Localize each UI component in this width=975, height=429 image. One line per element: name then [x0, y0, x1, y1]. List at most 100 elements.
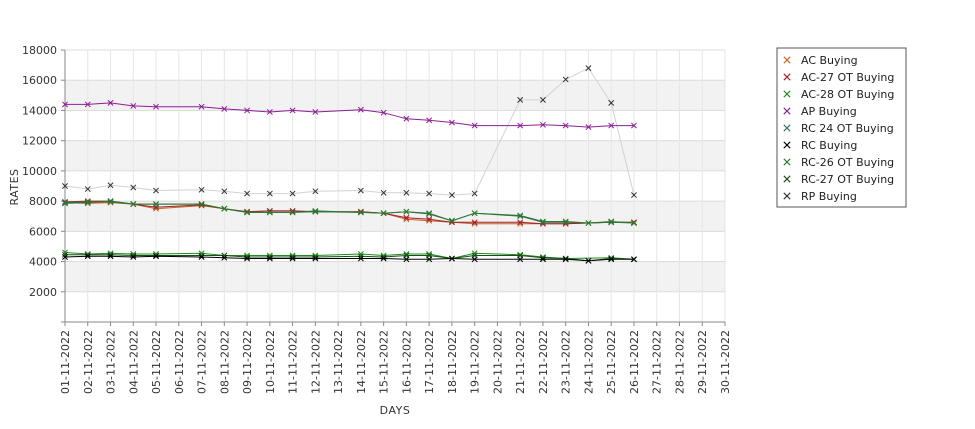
data-point	[380, 109, 387, 116]
data-point	[244, 190, 251, 197]
x-tick-label: 14-11-2022	[355, 330, 368, 394]
series-line	[64, 252, 635, 260]
legend-label: RC-26 OT Buying	[801, 156, 894, 169]
data-point	[221, 188, 228, 195]
data-point	[130, 184, 137, 191]
data-point	[562, 122, 569, 129]
data-point	[403, 208, 410, 215]
x-tick-label: 26-11-2022	[628, 330, 641, 394]
legend-label: AP Buying	[801, 105, 857, 118]
data-point	[62, 101, 68, 108]
data-point	[539, 121, 546, 128]
data-point	[357, 255, 364, 262]
y-tick-label: 14000	[22, 104, 57, 117]
data-point	[448, 119, 455, 126]
x-tick-label: 10-11-2022	[264, 330, 277, 394]
data-point	[517, 213, 524, 220]
data-point	[448, 255, 455, 262]
data-point	[562, 76, 569, 83]
legend-marker	[783, 158, 791, 166]
data-point	[631, 220, 637, 226]
data-point	[471, 219, 478, 226]
x-tick-label: 30-11-2022	[719, 330, 732, 394]
y-tick-label: 6000	[29, 225, 57, 238]
data-point	[198, 201, 205, 208]
data-point	[266, 109, 273, 115]
data-point	[608, 218, 615, 225]
grid-band	[65, 261, 725, 292]
data-point	[130, 102, 137, 109]
data-point	[608, 255, 615, 262]
x-tick-label: 06-11-2022	[173, 330, 186, 394]
data-point	[585, 65, 592, 72]
series-rc-buying	[62, 253, 637, 264]
data-point	[266, 255, 273, 262]
data-point	[471, 190, 478, 197]
tick-labels: 2000 4000 6000 8000 10000 12000 14000 16000 1800…	[22, 44, 732, 394]
data-point	[289, 107, 296, 114]
data-point	[84, 253, 91, 260]
legend-marker	[783, 56, 791, 64]
plot-background-bands	[65, 80, 725, 292]
data-point	[403, 115, 410, 122]
data-point	[289, 255, 296, 262]
y-tick-label: 2000	[29, 286, 57, 299]
data-point	[153, 252, 159, 259]
data-point	[403, 189, 410, 196]
data-point	[426, 216, 433, 223]
x-tick-label: 13-11-2022	[332, 330, 345, 394]
data-point	[244, 255, 251, 262]
data-point	[153, 253, 159, 260]
x-tick-label: 18-11-2022	[446, 330, 459, 394]
data-point	[62, 249, 68, 256]
legend-label: AC-27 OT Buying	[801, 71, 894, 84]
x-tick-label: 05-11-2022	[150, 330, 163, 394]
data-point	[426, 117, 433, 124]
data-point	[312, 188, 319, 195]
data-point	[585, 124, 592, 131]
x-tick-label: 19-11-2022	[469, 330, 482, 394]
data-point	[221, 105, 228, 112]
data-point	[107, 198, 114, 205]
legend-label: RC-27 OT Buying	[801, 173, 894, 186]
data-point	[380, 255, 387, 262]
data-point	[380, 210, 387, 217]
legend-label: RC Buying	[801, 139, 857, 152]
y-tick-label: 18000	[22, 44, 57, 57]
legend-marker	[783, 192, 791, 200]
data-point	[312, 207, 319, 214]
data-point	[631, 219, 637, 226]
data-point	[357, 187, 364, 194]
data-point	[244, 107, 251, 114]
y-tick-label: 16000	[22, 74, 57, 87]
x-tick-label: 23-11-2022	[560, 330, 573, 394]
data-point	[539, 218, 546, 225]
data-point	[608, 219, 615, 226]
legend-label: RP Buying	[801, 190, 857, 203]
data-point	[62, 183, 68, 189]
data-point	[130, 201, 137, 208]
series-ap-buying	[62, 99, 637, 131]
data-point	[357, 208, 364, 215]
data-point	[562, 218, 569, 225]
x-tick-label: 03-11-2022	[105, 330, 118, 394]
x-tick-label: 25-11-2022	[605, 330, 618, 394]
data-point	[426, 211, 433, 217]
x-tick-label: 15-11-2022	[378, 330, 391, 394]
data-point	[244, 208, 251, 215]
data-point	[380, 189, 387, 196]
legend-marker	[783, 90, 791, 98]
data-point	[608, 99, 615, 106]
data-point	[107, 99, 114, 106]
x-axis-title: DAYS	[380, 404, 411, 417]
data-point	[608, 256, 615, 263]
series-rc-26-ot-buying	[62, 198, 637, 226]
data-point	[266, 209, 273, 216]
data-point	[153, 187, 159, 194]
data-point	[153, 103, 159, 110]
data-point	[84, 251, 91, 257]
series-line	[65, 254, 635, 262]
series-rp-buying	[62, 65, 637, 199]
x-tick-label: 07-11-2022	[196, 330, 209, 394]
